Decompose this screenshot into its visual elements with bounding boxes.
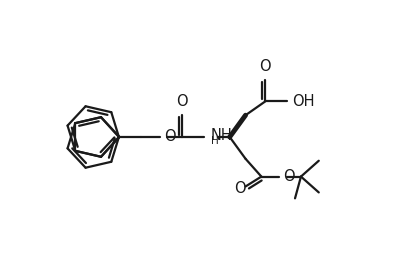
Text: O: O <box>164 129 176 144</box>
Text: H: H <box>211 136 219 146</box>
Text: NH: NH <box>211 128 233 143</box>
Text: O: O <box>260 59 271 74</box>
Text: O: O <box>176 94 188 109</box>
Text: O: O <box>283 169 295 184</box>
Text: O: O <box>234 181 246 196</box>
Text: OH: OH <box>292 94 314 109</box>
